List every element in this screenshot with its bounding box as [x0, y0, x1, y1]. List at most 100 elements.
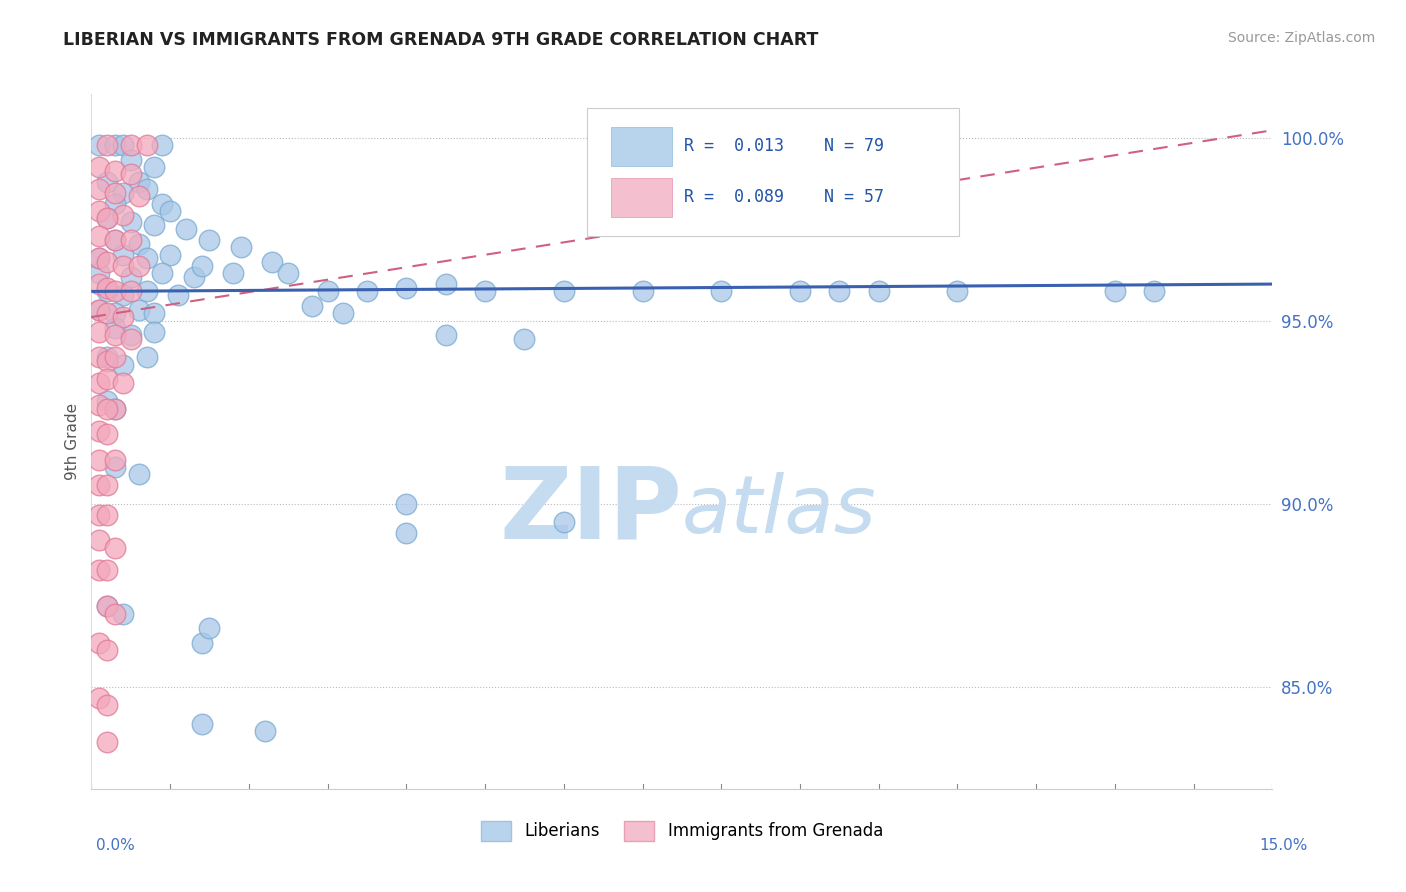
- Text: ZIP: ZIP: [499, 463, 682, 559]
- Point: [104, 401, 127, 416]
- Point: [120, 167, 142, 181]
- Point: [868, 285, 890, 299]
- Point: [143, 219, 166, 233]
- Point: [89, 266, 111, 280]
- Point: [96, 351, 118, 365]
- Point: [553, 285, 575, 299]
- Point: [96, 285, 118, 299]
- Point: [96, 306, 118, 320]
- Point: [96, 394, 118, 409]
- Point: [135, 182, 157, 196]
- Point: [89, 302, 111, 317]
- Point: [104, 306, 127, 320]
- Point: [316, 285, 339, 299]
- Point: [631, 285, 654, 299]
- Point: [96, 735, 118, 749]
- Point: [96, 599, 118, 614]
- Point: [120, 137, 142, 152]
- Point: [111, 259, 134, 273]
- Point: [332, 306, 354, 320]
- Text: 0.0%: 0.0%: [96, 838, 135, 853]
- Point: [174, 222, 197, 236]
- Point: [96, 281, 118, 295]
- Point: [104, 233, 127, 247]
- Point: [120, 332, 142, 346]
- Point: [150, 137, 173, 152]
- Y-axis label: 9th Grade: 9th Grade: [65, 403, 80, 480]
- Point: [96, 643, 118, 657]
- Point: [104, 137, 127, 152]
- Point: [120, 233, 142, 247]
- Point: [111, 248, 134, 262]
- Point: [89, 351, 111, 365]
- Point: [128, 236, 150, 251]
- Point: [104, 233, 127, 247]
- Point: [395, 526, 418, 541]
- Point: [190, 259, 212, 273]
- Text: Source: ZipAtlas.com: Source: ZipAtlas.com: [1227, 31, 1375, 45]
- Point: [143, 160, 166, 174]
- Point: [190, 636, 212, 650]
- Legend: Liberians, Immigrants from Grenada: Liberians, Immigrants from Grenada: [474, 814, 890, 847]
- Text: atlas: atlas: [682, 472, 877, 550]
- Point: [301, 299, 323, 313]
- Point: [434, 277, 457, 291]
- Point: [89, 636, 111, 650]
- Point: [828, 285, 851, 299]
- Point: [111, 288, 134, 302]
- Point: [222, 266, 245, 280]
- Point: [789, 285, 811, 299]
- Point: [111, 207, 134, 221]
- Point: [120, 285, 142, 299]
- Point: [89, 376, 111, 390]
- Point: [89, 453, 111, 467]
- Point: [89, 325, 111, 339]
- Point: [159, 203, 181, 218]
- Point: [277, 266, 299, 280]
- Point: [96, 354, 118, 368]
- Point: [89, 160, 111, 174]
- Point: [135, 351, 157, 365]
- Point: [104, 541, 127, 555]
- Point: [262, 255, 284, 269]
- Point: [190, 716, 212, 731]
- Point: [229, 240, 252, 254]
- Point: [198, 621, 221, 635]
- Point: [128, 467, 150, 482]
- Point: [253, 723, 276, 738]
- Point: [89, 252, 111, 266]
- Point: [183, 269, 205, 284]
- Text: R =  0.089    N = 57: R = 0.089 N = 57: [685, 187, 884, 206]
- Point: [89, 203, 111, 218]
- Point: [150, 196, 173, 211]
- Point: [96, 563, 118, 577]
- Point: [104, 607, 127, 621]
- Point: [111, 310, 134, 324]
- Point: [111, 137, 134, 152]
- Point: [143, 325, 166, 339]
- Point: [553, 515, 575, 529]
- Point: [104, 186, 127, 200]
- Point: [89, 478, 111, 492]
- Text: R =  0.013    N = 79: R = 0.013 N = 79: [685, 136, 884, 155]
- FancyBboxPatch shape: [612, 127, 672, 166]
- Point: [111, 376, 134, 390]
- Point: [104, 401, 127, 416]
- Point: [135, 137, 157, 152]
- Point: [128, 175, 150, 189]
- Point: [395, 281, 418, 295]
- Point: [513, 332, 536, 346]
- Point: [395, 497, 418, 511]
- Point: [89, 398, 111, 412]
- Point: [96, 698, 118, 713]
- Point: [946, 285, 969, 299]
- Point: [96, 478, 118, 492]
- Point: [89, 690, 111, 705]
- Point: [96, 401, 118, 416]
- Point: [198, 233, 221, 247]
- Point: [96, 175, 118, 189]
- Point: [104, 321, 127, 335]
- Point: [96, 372, 118, 386]
- Point: [89, 302, 111, 317]
- Point: [89, 229, 111, 244]
